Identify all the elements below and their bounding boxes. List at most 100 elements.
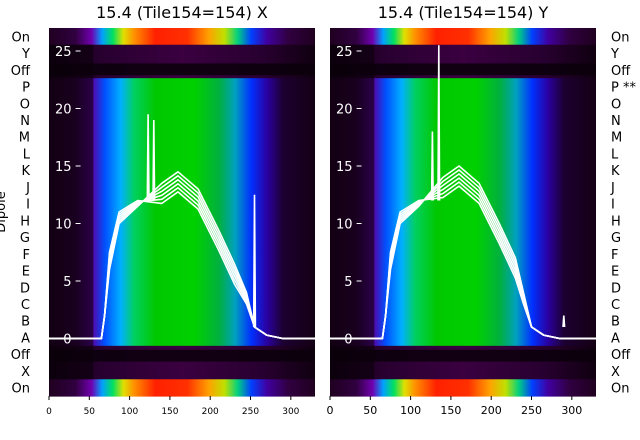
x-tick-label: 150	[161, 407, 178, 417]
heatmap-band	[330, 349, 596, 362]
row-label: L	[23, 147, 31, 162]
heatmap-row	[49, 28, 315, 46]
heatmap-row	[49, 161, 315, 180]
heatmap-row	[330, 78, 596, 96]
row-label: G	[611, 231, 621, 246]
row-label: L	[611, 147, 619, 162]
heatmap-row	[330, 145, 596, 163]
x-tick-label: 250	[521, 404, 542, 417]
row-label: P **	[611, 81, 636, 96]
heatmap-row	[330, 379, 596, 397]
row-label: N	[20, 114, 30, 129]
heatmap-row	[49, 312, 315, 330]
heatmap-row	[330, 44, 596, 63]
row-label: A	[611, 331, 620, 346]
heatmap-row	[49, 128, 315, 146]
y-tick-label: 10	[336, 218, 353, 233]
row-label: D	[611, 281, 621, 296]
row-label: G	[20, 231, 30, 246]
heatmap-row	[49, 245, 315, 263]
heatmap-row	[330, 329, 596, 347]
row-label: Y	[21, 47, 30, 62]
row-label: E	[22, 265, 30, 280]
overlay-line	[49, 191, 315, 340]
x-tick-label: 250	[242, 407, 259, 417]
row-label: Off	[611, 348, 631, 363]
y-tick-label: 15	[55, 160, 72, 175]
heatmap-band	[49, 63, 315, 76]
row-label: F	[23, 248, 30, 263]
y-ticks: 0 5 10 15 20 25	[55, 45, 81, 348]
y-tick-label: 0	[63, 333, 71, 348]
heatmap-row	[330, 28, 596, 46]
row-label: On	[12, 30, 30, 45]
row-label: E	[611, 265, 619, 280]
heatmap-row	[49, 94, 315, 113]
overlay-line	[330, 185, 596, 340]
y-ticks: 0 5 10 15 20 25	[336, 45, 362, 348]
heatmap-row	[330, 362, 596, 380]
overlay-lines	[49, 114, 315, 340]
chart-title: 15.4 (Tile154=154) Y	[378, 3, 549, 22]
heatmap	[330, 28, 596, 397]
row-label: H	[20, 214, 30, 229]
x-tick-label: 50	[84, 407, 96, 417]
y-tick-label: 0	[344, 333, 352, 348]
row-label: O	[611, 97, 621, 112]
heatmap-row	[49, 362, 315, 380]
y-tick-label: 10	[55, 218, 72, 233]
y-tick-label: 25	[336, 45, 353, 60]
heatmap-row	[330, 262, 596, 280]
heatmap-row	[330, 195, 596, 213]
row-label: K	[21, 164, 30, 179]
heatmap-row	[49, 278, 315, 297]
heatmap-row	[49, 111, 315, 129]
heatmap-row	[49, 329, 315, 347]
heatmap-row	[49, 195, 315, 213]
row-label: H	[611, 214, 621, 229]
chart-title: 15.4 (Tile154=154) X	[96, 3, 268, 22]
row-label: O	[20, 97, 30, 112]
heatmap-row	[330, 94, 596, 113]
heatmap-row	[49, 145, 315, 163]
row-label: C	[21, 298, 30, 313]
overlay-spike	[152, 119, 156, 201]
row-label: P	[22, 81, 30, 96]
row-label: I	[26, 198, 30, 213]
row-label: A	[21, 331, 30, 346]
x-tick-label: 150	[440, 404, 461, 417]
row-label: M	[611, 131, 622, 146]
x-tick-label: 100	[121, 407, 138, 417]
y-tick-label: 5	[344, 275, 352, 290]
y-tick-label: 25	[55, 45, 72, 60]
x-tick-label: 300	[561, 404, 582, 417]
heatmap-row	[49, 379, 315, 397]
heatmap-row	[330, 295, 596, 313]
row-label: I	[611, 198, 615, 213]
heatmap-band	[49, 349, 315, 362]
x-tick-label: 0	[327, 404, 334, 417]
row-label: C	[611, 298, 620, 313]
y-tick-label: 5	[63, 275, 71, 290]
heatmap-band	[49, 44, 94, 380]
row-label: D	[20, 281, 30, 296]
row-label: X	[611, 365, 620, 380]
y-tick-label: 15	[336, 160, 353, 175]
heatmap-row	[330, 278, 596, 297]
x-ticks: 0 50 100 150 200 250 300	[46, 396, 300, 417]
row-label: K	[611, 164, 620, 179]
y-axis-label: Dipole	[0, 191, 9, 232]
x-tick-label: 100	[400, 404, 421, 417]
row-label: M	[19, 131, 30, 146]
heatmap-row	[330, 178, 596, 196]
row-label: B	[21, 315, 30, 330]
heatmap	[49, 28, 315, 397]
y-tick-label: 20	[336, 103, 353, 118]
heatmap-row	[330, 111, 596, 129]
overlay-spike	[562, 315, 566, 328]
